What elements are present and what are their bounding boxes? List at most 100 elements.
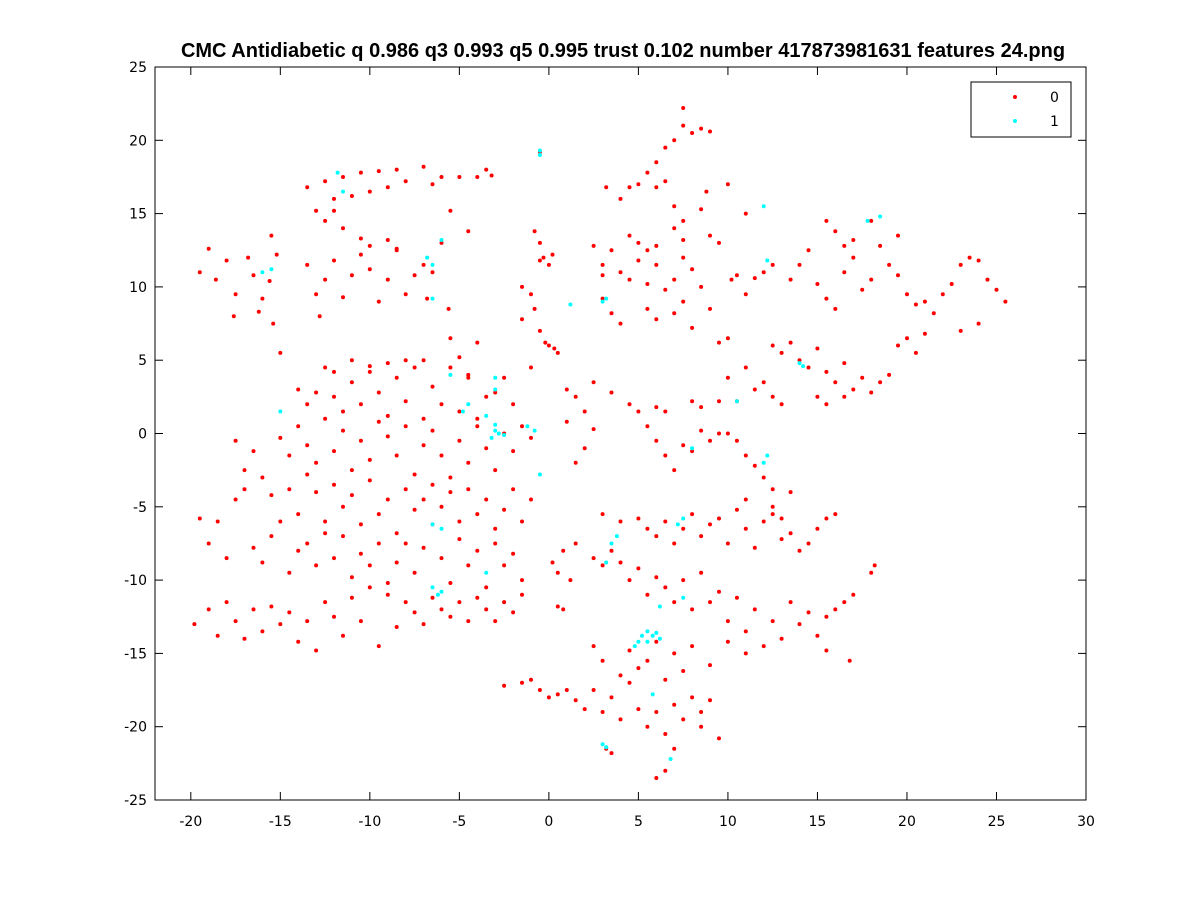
scatter-point-series-0	[511, 402, 516, 407]
scatter-point-series-1	[681, 516, 686, 521]
scatter-point-series-1	[532, 428, 537, 433]
scatter-point-series-0	[743, 453, 748, 458]
scatter-point-series-0	[296, 512, 301, 517]
scatter-point-series-0	[833, 229, 838, 234]
scatter-point-series-0	[296, 639, 301, 644]
scatter-point-series-0	[457, 175, 462, 179]
scatter-point-series-0	[367, 364, 372, 369]
scatter-point-series-0	[475, 548, 480, 553]
scatter-point-series-0	[197, 516, 202, 521]
scatter-point-series-0	[457, 600, 462, 605]
scatter-point-series-0	[532, 306, 537, 311]
scatter-point-series-0	[717, 589, 721, 594]
scatter-point-series-0	[332, 394, 336, 399]
scatter-point-series-0	[645, 282, 650, 286]
scatter-point-series-0	[734, 507, 739, 512]
scatter-point-series-0	[448, 490, 453, 495]
scatter-point-series-0	[394, 167, 399, 172]
scatter-point-series-0	[699, 534, 704, 539]
scatter-point-series-0	[976, 258, 981, 263]
scatter-point-series-0	[555, 604, 560, 609]
scatter-point-series-0	[430, 182, 435, 187]
scatter-point-series-0	[484, 497, 489, 502]
scatter-point-series-0	[421, 497, 426, 502]
scatter-point-series-0	[627, 578, 632, 583]
scatter-point-series-0	[439, 175, 444, 179]
scatter-point-series-0	[708, 663, 712, 668]
scatter-point-series-0	[314, 292, 319, 297]
scatter-point-series-0	[672, 468, 677, 473]
y-tick-label: 20	[129, 133, 147, 149]
y-tick-label: -25	[124, 793, 147, 809]
scatter-point-series-0	[314, 563, 319, 568]
scatter-point-series-0	[251, 607, 256, 612]
scatter-point-series-0	[537, 688, 542, 692]
scatter-point-series-0	[690, 449, 695, 454]
scatter-point-series-0	[887, 262, 892, 267]
scatter-point-series-1	[645, 639, 650, 644]
scatter-point-series-0	[779, 636, 784, 641]
scatter-point-series-0	[206, 607, 211, 612]
scatter-point-series-0	[341, 504, 345, 509]
scatter-point-series-0	[770, 504, 775, 509]
scatter-point-series-0	[824, 296, 829, 301]
scatter-point-series-0	[743, 651, 748, 656]
scatter-point-series-0	[824, 402, 829, 407]
scatter-point-series-0	[529, 435, 533, 440]
scatter-point-series-0	[332, 482, 336, 487]
scatter-point-series-0	[654, 317, 659, 322]
scatter-point-series-0	[869, 570, 874, 575]
scatter-point-series-0	[788, 277, 793, 282]
scatter-point-series-1	[496, 431, 501, 436]
scatter-point-series-1	[650, 692, 655, 697]
scatter-point-series-1	[502, 433, 507, 437]
scatter-point-series-1	[636, 639, 641, 644]
scatter-point-series-0	[681, 238, 686, 242]
scatter-point-series-0	[636, 182, 641, 187]
scatter-point-series-0	[654, 438, 659, 443]
scatter-point-series-0	[627, 277, 632, 282]
scatter-point-series-0	[358, 236, 363, 241]
scatter-point-series-1	[341, 189, 345, 194]
scatter-point-series-0	[842, 394, 847, 399]
scatter-point-series-0	[278, 435, 283, 440]
scatter-point-series-0	[358, 619, 363, 624]
scatter-point-series-0	[815, 526, 820, 531]
scatter-point-series-0	[663, 732, 668, 736]
scatter-point-series-0	[896, 233, 900, 238]
scatter-point-series-1	[439, 238, 444, 242]
scatter-point-series-0	[367, 585, 372, 590]
scatter-point-series-0	[860, 287, 865, 292]
scatter-point-series-0	[708, 438, 712, 443]
scatter-point-series-0	[591, 380, 596, 385]
scatter-point-series-0	[878, 243, 883, 248]
scatter-point-series-0	[358, 522, 363, 527]
legend-label-1: 1	[1050, 114, 1059, 130]
scatter-point-series-0	[287, 610, 292, 615]
scatter-point-series-0	[922, 299, 927, 304]
scatter-point-series-0	[591, 556, 596, 561]
scatter-point-series-0	[672, 138, 677, 143]
scatter-point-series-0	[573, 541, 578, 546]
scatter-point-series-0	[699, 126, 704, 131]
scatter-point-series-0	[341, 534, 345, 539]
scatter-point-series-0	[761, 519, 766, 524]
scatter-point-series-1	[609, 541, 614, 546]
scatter-point-series-1	[604, 745, 609, 750]
y-tick-label: 0	[138, 427, 147, 443]
scatter-point-series-0	[761, 270, 766, 275]
scatter-point-series-0	[296, 424, 301, 429]
scatter-point-series-0	[922, 331, 927, 336]
scatter-point-series-0	[708, 233, 712, 238]
scatter-point-series-0	[609, 548, 614, 553]
scatter-point-series-1	[484, 413, 489, 418]
scatter-point-series-0	[708, 129, 712, 134]
scatter-point-series-0	[824, 218, 829, 223]
scatter-point-series-0	[520, 592, 524, 597]
scatter-point-series-1	[765, 258, 770, 263]
scatter-point-series-0	[537, 258, 542, 263]
scatter-point-series-0	[582, 707, 587, 712]
scatter-point-series-0	[600, 262, 605, 267]
scatter-point-series-0	[672, 651, 677, 656]
scatter-point-series-0	[815, 282, 820, 286]
